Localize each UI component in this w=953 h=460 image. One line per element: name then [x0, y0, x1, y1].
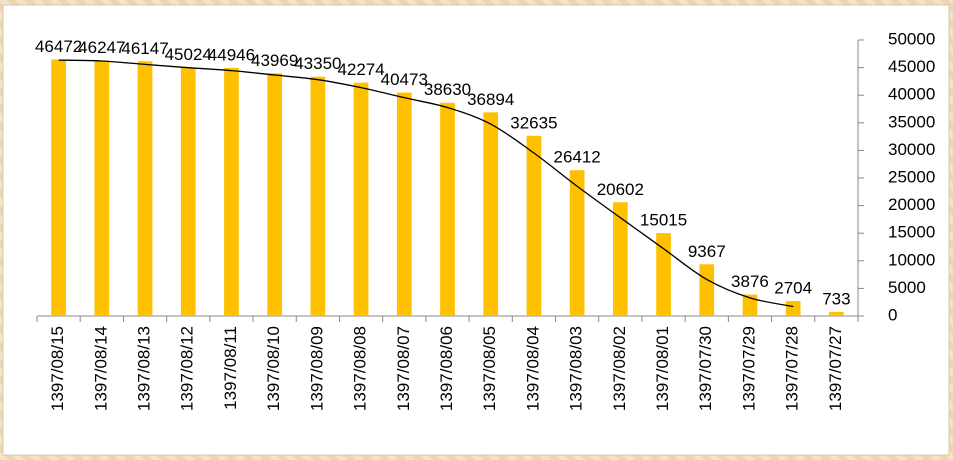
x-tick-label: 1397/08/09	[307, 326, 326, 411]
x-tick-label: 1397/08/15	[48, 326, 67, 411]
data-label: 20602	[597, 180, 644, 199]
bar	[829, 311, 844, 316]
y-tick-label: 50000	[888, 29, 935, 48]
data-label: 36894	[467, 90, 514, 109]
data-label: 32635	[510, 113, 557, 132]
data-label: 46247	[78, 38, 125, 57]
data-label: 44946	[208, 45, 255, 64]
bar	[483, 112, 499, 316]
data-label: 733	[822, 289, 850, 308]
data-label: 3876	[731, 272, 769, 291]
bar	[310, 76, 326, 316]
data-label: 43969	[251, 51, 298, 70]
x-tick-label: 1397/08/08	[351, 326, 370, 411]
x-tick-label: 1397/08/11	[221, 326, 240, 410]
data-label: 26412	[553, 148, 600, 167]
x-tick-label: 1397/08/06	[437, 326, 456, 411]
y-tick-label: 5000	[888, 278, 926, 297]
x-tick-label: 1397/07/27	[826, 326, 845, 411]
bar	[224, 67, 239, 317]
chart-area	[2, 4, 950, 456]
x-tick-label: 1397/08/01	[653, 326, 672, 411]
y-tick-label: 25000	[888, 167, 935, 186]
data-label: 15015	[640, 211, 687, 230]
bar	[353, 82, 369, 316]
bar	[742, 294, 758, 316]
y-tick-label: 20000	[888, 195, 935, 214]
data-label: 46147	[121, 39, 168, 58]
data-label: 9367	[688, 242, 726, 261]
bar	[699, 264, 715, 316]
data-label: 46472	[35, 37, 82, 56]
x-tick-label: 1397/08/12	[178, 326, 197, 411]
data-label: 38630	[424, 80, 471, 99]
y-tick-label: 45000	[888, 57, 935, 76]
data-label: 43350	[294, 54, 341, 73]
data-label: 2704	[774, 279, 812, 298]
x-tick-label: 1397/08/04	[523, 326, 542, 411]
data-label: 42274	[337, 60, 384, 79]
x-tick-label: 1397/08/03	[567, 326, 586, 411]
bar	[180, 67, 196, 316]
y-tick-label: 0	[888, 305, 897, 324]
x-tick-label: 1397/07/29	[739, 326, 758, 411]
trend-line	[58, 59, 794, 308]
x-tick-label: 1397/08/05	[480, 326, 499, 411]
x-tick-label: 1397/08/07	[394, 326, 413, 411]
x-tick-label: 1397/08/14	[91, 326, 110, 411]
y-tick-label: 15000	[888, 223, 935, 242]
x-tick-label: 1397/08/13	[135, 326, 154, 411]
bar	[440, 102, 455, 317]
data-label: 45024	[165, 45, 212, 64]
bar	[569, 170, 585, 316]
bar	[612, 202, 628, 316]
x-tick-label: 1397/07/28	[783, 326, 802, 411]
bar	[656, 233, 671, 316]
x-tick-label: 1397/08/10	[264, 326, 283, 411]
bar	[94, 60, 110, 317]
x-tick-label: 1397/07/30	[696, 326, 715, 411]
y-tick-label: 10000	[888, 250, 935, 269]
y-tick-label: 30000	[888, 140, 935, 159]
bar	[137, 61, 153, 317]
bar	[267, 73, 283, 316]
y-tick-label: 35000	[888, 112, 935, 131]
data-label: 40473	[381, 70, 428, 89]
y-tick-label: 40000	[888, 85, 935, 104]
bar	[51, 59, 66, 317]
bar	[785, 301, 801, 316]
bar	[396, 92, 412, 316]
x-tick-label: 1397/08/02	[610, 326, 629, 411]
bar	[526, 135, 542, 316]
